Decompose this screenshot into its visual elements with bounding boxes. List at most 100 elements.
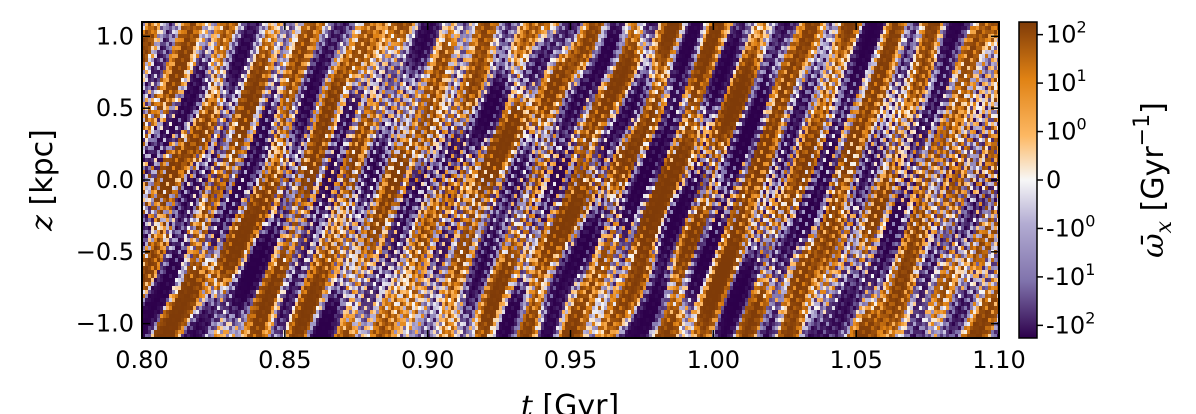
heatmap-cell	[262, 190, 265, 194]
heatmap-cell	[322, 258, 325, 262]
heatmap-cell	[187, 322, 190, 326]
heatmap-cell	[289, 118, 292, 122]
heatmap-cell	[283, 274, 286, 278]
heatmap-cell	[169, 222, 172, 226]
heatmap-cell	[217, 194, 220, 198]
heatmap-cell	[319, 290, 322, 294]
heatmap-cell	[292, 306, 295, 310]
heatmap-cell	[193, 142, 196, 146]
heatmap-cell	[322, 238, 325, 242]
heatmap-cell	[304, 290, 307, 294]
heatmap-cell	[163, 198, 166, 202]
heatmap-cell	[232, 194, 235, 198]
heatmap-cell	[184, 278, 187, 282]
heatmap-cell	[313, 222, 316, 226]
heatmap-cell	[181, 298, 184, 302]
heatmap-cell	[187, 178, 190, 182]
heatmap-cell	[262, 266, 265, 270]
heatmap-cell	[313, 158, 316, 162]
heatmap-cell	[247, 154, 250, 158]
heatmap-cell	[295, 286, 298, 290]
heatmap-cell	[223, 62, 226, 66]
heatmap-cell	[331, 74, 334, 78]
heatmap-cell	[208, 74, 211, 78]
heatmap-cell	[322, 278, 325, 282]
heatmap-cell	[328, 62, 331, 66]
heatmap-cell	[196, 162, 199, 166]
heatmap-cell	[151, 42, 154, 46]
heatmap-cell	[151, 170, 154, 174]
heatmap-cell	[247, 206, 250, 210]
heatmap-cell	[289, 246, 292, 250]
heatmap-cell	[229, 178, 232, 182]
heatmap-cell	[193, 102, 196, 106]
heatmap-cell	[310, 82, 313, 86]
heatmap-cell	[316, 54, 319, 58]
heatmap-cell	[202, 162, 205, 166]
heatmap-cell	[226, 174, 229, 178]
heatmap-cell	[241, 198, 244, 202]
heatmap-cell	[313, 42, 316, 46]
heatmap-cell	[277, 230, 280, 234]
heatmap-cell	[295, 282, 298, 286]
heatmap-cell	[196, 182, 199, 186]
heatmap-cell	[316, 130, 319, 134]
heatmap-cell	[238, 330, 241, 334]
heatmap-cell	[256, 274, 259, 278]
heatmap-cell	[214, 282, 217, 286]
heatmap-cell	[310, 230, 313, 234]
heatmap-cell	[322, 90, 325, 94]
heatmap-cell	[202, 130, 205, 134]
heatmap-cell	[172, 322, 175, 326]
heatmap-cell	[145, 170, 148, 174]
heatmap-cell	[274, 226, 277, 230]
heatmap-cell	[301, 34, 304, 38]
heatmap-cell	[304, 46, 307, 50]
heatmap-cell	[208, 302, 211, 306]
heatmap-cell	[307, 50, 310, 54]
heatmap-cell	[220, 290, 223, 294]
heatmap-cell	[196, 86, 199, 90]
heatmap-cell	[223, 238, 226, 242]
heatmap-cell	[286, 126, 289, 130]
heatmap-cell	[208, 118, 211, 122]
heatmap-cell	[145, 226, 148, 230]
heatmap-cell	[235, 106, 238, 110]
heatmap-cell	[229, 202, 232, 206]
heatmap-cell	[274, 42, 277, 46]
heatmap-cell	[274, 190, 277, 194]
heatmap-cell	[154, 58, 157, 62]
heatmap-cell	[220, 206, 223, 210]
heatmap-cell	[310, 278, 313, 282]
heatmap-cell	[217, 330, 220, 334]
heatmap-cell	[175, 174, 178, 178]
heatmap-cell	[184, 122, 187, 126]
heatmap-cell	[217, 30, 220, 34]
heatmap-cell	[247, 178, 250, 182]
heatmap-cell	[253, 298, 256, 302]
heatmap-cell	[175, 274, 178, 278]
heatmap-cell	[211, 318, 214, 322]
heatmap-cell	[262, 294, 265, 298]
heatmap-cell	[211, 182, 214, 186]
heatmap-cell	[259, 154, 262, 158]
heatmap-cell	[277, 86, 280, 90]
heatmap-cell	[256, 298, 259, 302]
heatmap-cell	[187, 142, 190, 146]
heatmap-cell	[217, 158, 220, 162]
heatmap-cell	[301, 170, 304, 174]
heatmap-cell	[271, 234, 274, 238]
heatmap-cell	[205, 274, 208, 278]
heatmap-cell	[235, 210, 238, 214]
heatmap-cell	[280, 130, 283, 134]
heatmap-cell	[313, 234, 316, 238]
heatmap-cell	[232, 258, 235, 262]
heatmap-cell	[148, 210, 151, 214]
heatmap-cell	[325, 126, 328, 130]
heatmap-cell	[181, 290, 184, 294]
heatmap-cell	[187, 326, 190, 330]
heatmap-cell	[301, 286, 304, 290]
heatmap-cell	[232, 306, 235, 310]
heatmap-cell	[283, 190, 286, 194]
heatmap-cell	[307, 34, 310, 38]
